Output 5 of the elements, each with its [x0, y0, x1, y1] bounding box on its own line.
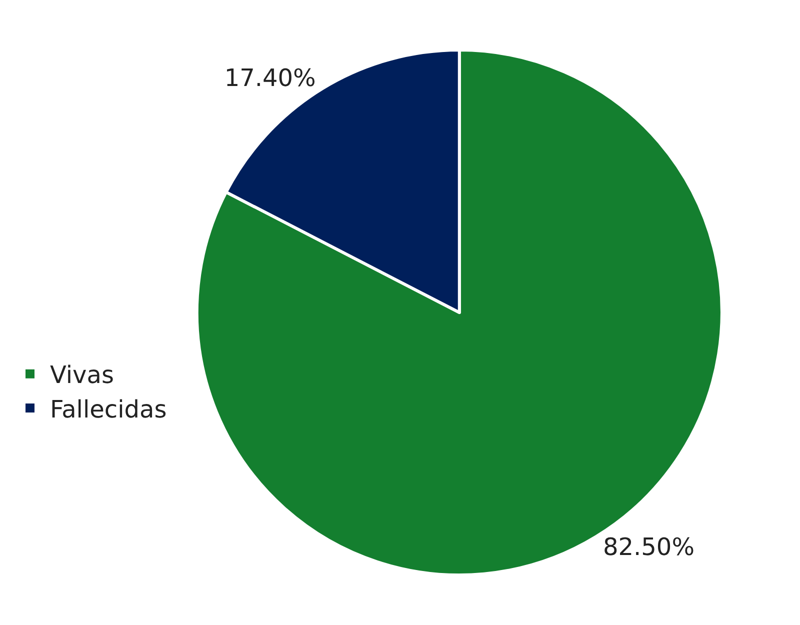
pie-slice — [196, 48, 724, 576]
legend-label: Fallecidas — [50, 395, 167, 424]
legend-label: Vivas — [50, 361, 114, 390]
data-label: 82.50% — [602, 532, 694, 561]
data-label: 17.40% — [224, 64, 316, 92]
